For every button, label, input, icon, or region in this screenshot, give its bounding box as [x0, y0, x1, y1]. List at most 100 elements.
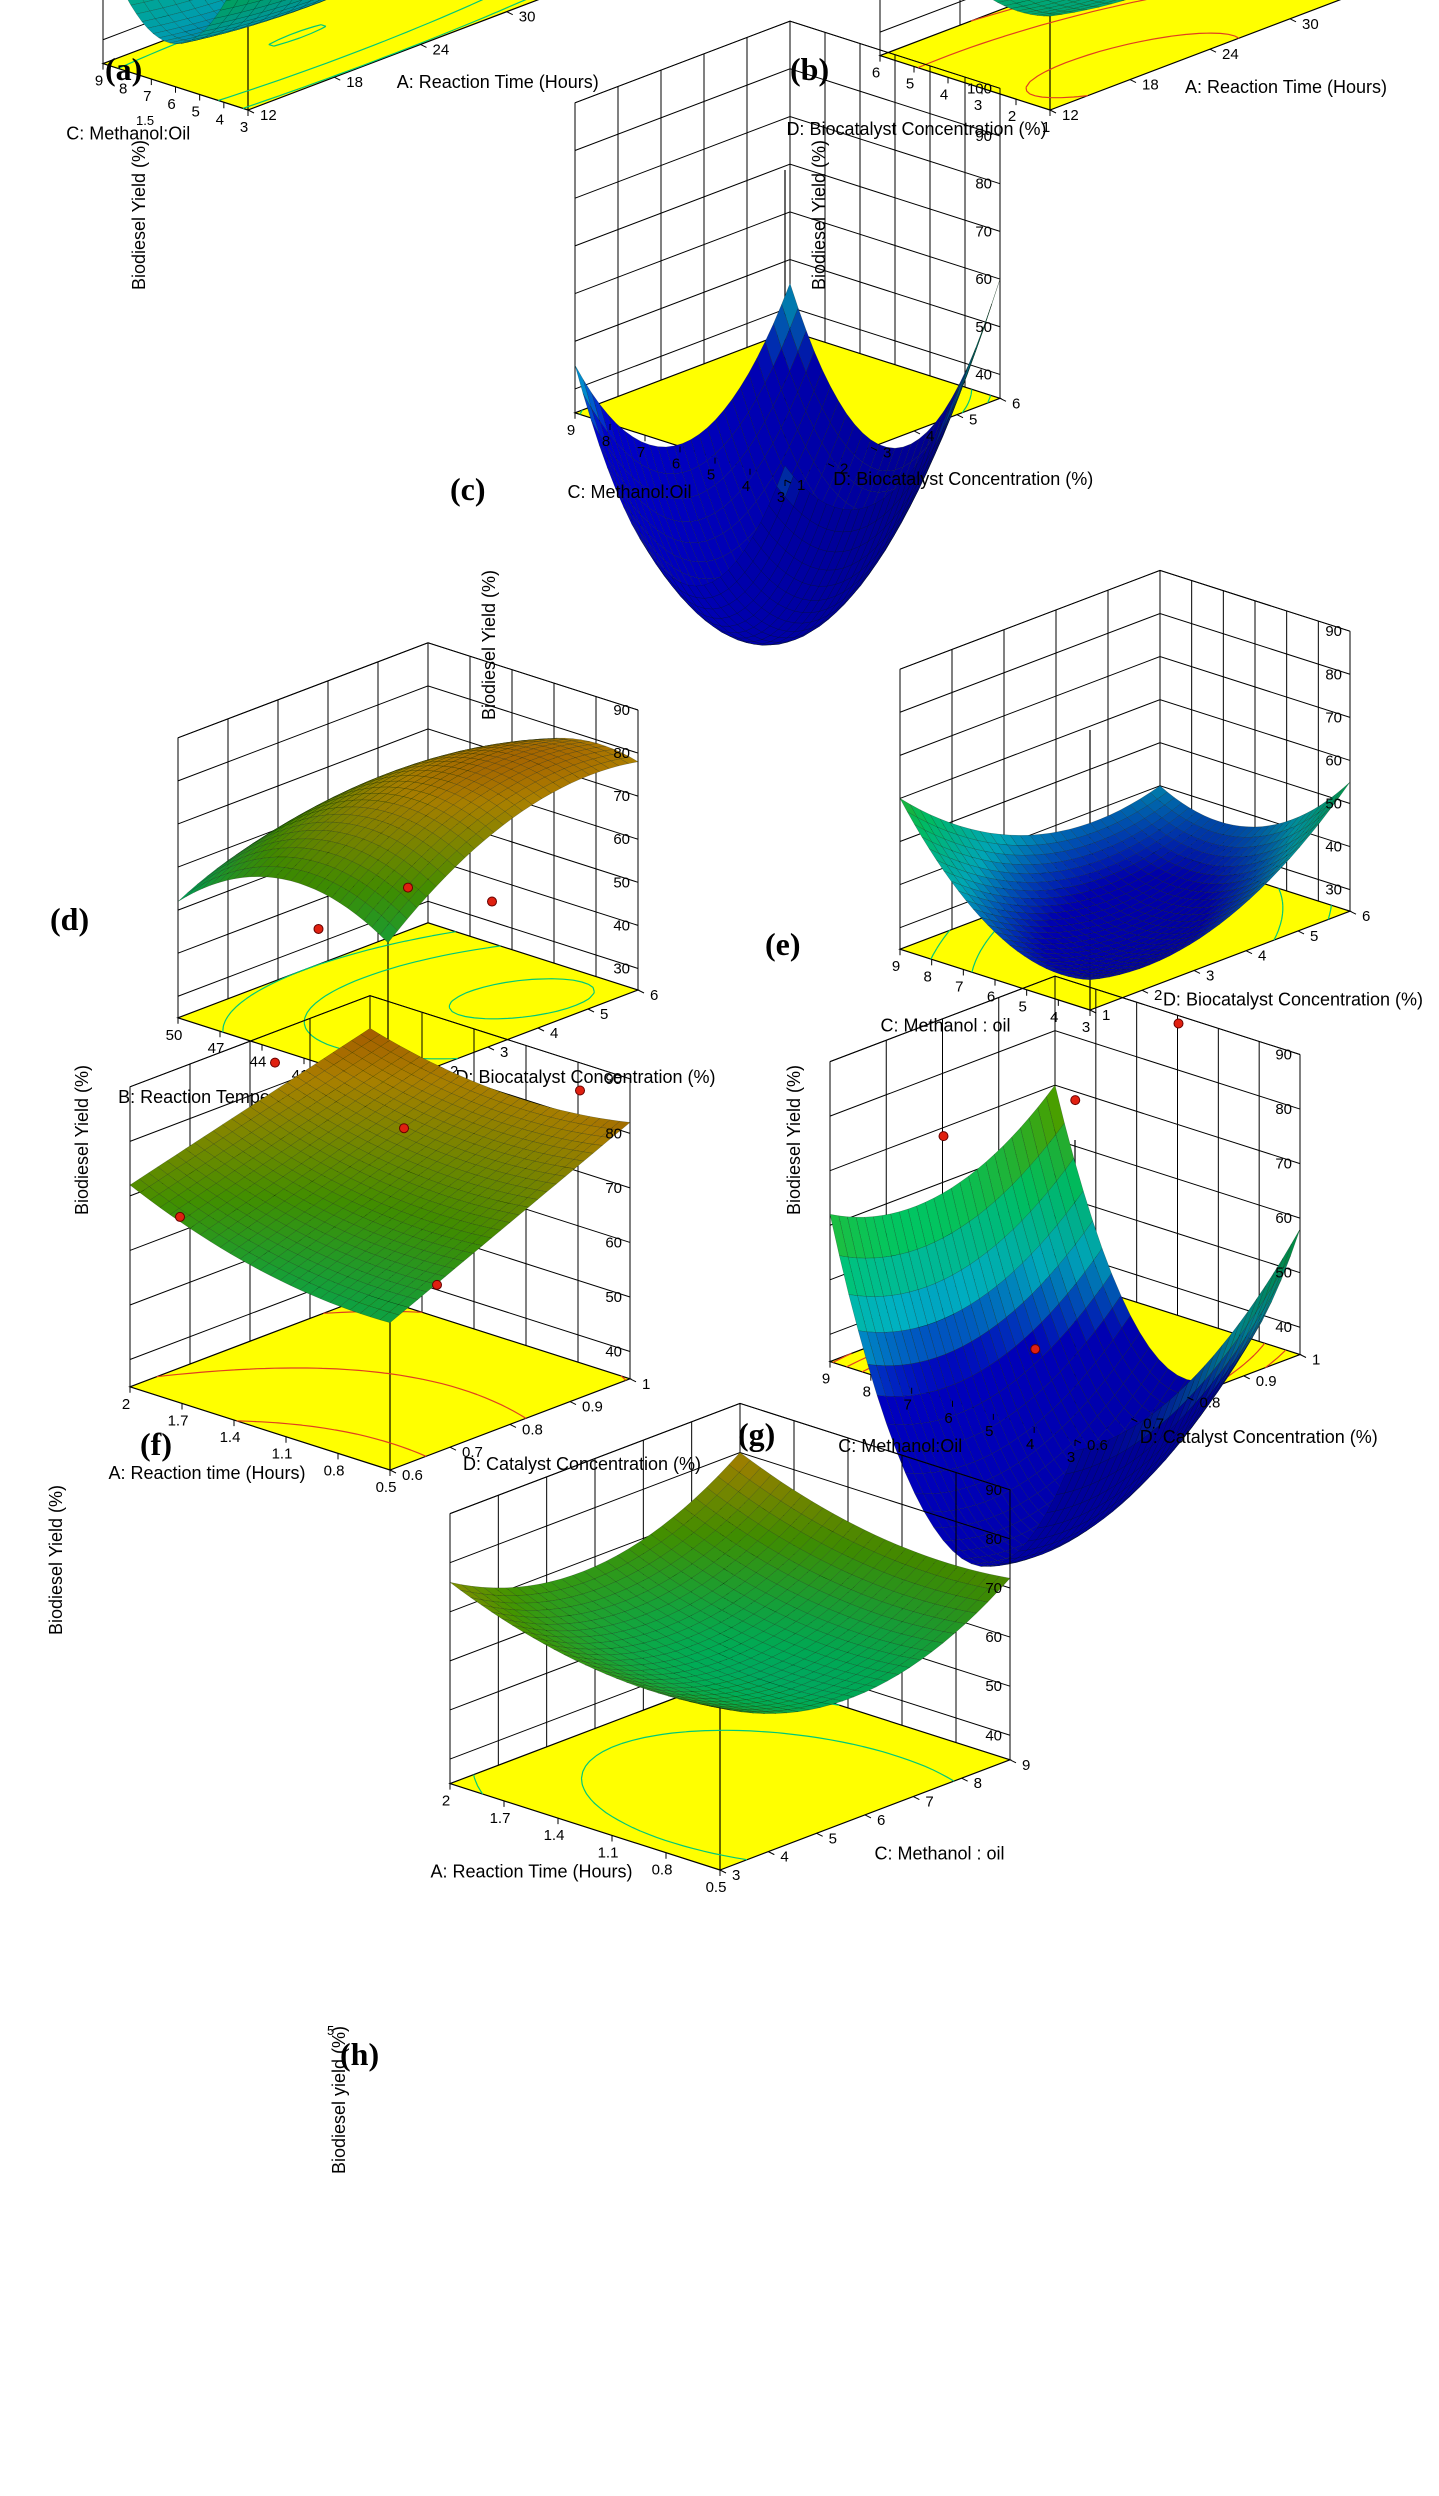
x-tick-label: 2: [1008, 108, 1016, 125]
x-tick-label: 7: [143, 88, 151, 105]
y-axis-label: D: Biocatalyst Concentration (%): [455, 1067, 715, 1087]
y-tick-label: 6: [1012, 395, 1020, 412]
response-surface: [127, 0, 327, 45]
z-tick-label: 40: [975, 366, 992, 383]
x-tick-label: 6: [872, 65, 880, 82]
y-tick-label: 24: [1222, 46, 1239, 63]
y-tick-mark: [1129, 79, 1137, 84]
panel-letter: (d): [50, 901, 89, 937]
x-tick-label: 6: [672, 455, 680, 472]
y-tick-mark: [956, 414, 964, 419]
y-tick-label: 3: [500, 1044, 508, 1061]
y-tick-label: 0.8: [522, 1421, 543, 1438]
x-tick-label: 44: [250, 1054, 267, 1071]
wall-gridline: [177, 642, 639, 739]
z-tick-label: 90: [1325, 623, 1342, 640]
z-tick-label: 90: [975, 128, 992, 145]
y-tick-mark: [999, 397, 1007, 402]
z-tick-label: 50: [605, 1289, 622, 1306]
z-tick-label: 60: [975, 271, 992, 288]
wall-gridline: [574, 211, 1001, 295]
surface-patch: [309, 0, 314, 2]
z-tick-label: 60: [613, 831, 630, 848]
panel-letter: (c): [450, 471, 486, 507]
y-tick-mark: [334, 76, 341, 81]
z-tick-label: 50: [1325, 796, 1342, 813]
surface-patch: [219, 0, 239, 11]
z-axis-label: Biodiesel Yield (%): [479, 570, 499, 720]
z-tick-label: 80: [1325, 666, 1342, 683]
x-axis-label: A: Reaction time (Hours): [108, 1463, 305, 1483]
z-tick-label: 70: [1325, 709, 1342, 726]
design-point: [399, 1123, 409, 1134]
z-tick-label: 80: [975, 176, 992, 193]
y-tick-label: 12: [1062, 107, 1079, 124]
floor-plane: [878, 0, 1342, 111]
x-tick-label: 1: [1042, 119, 1050, 136]
z-tick-label: 70: [613, 788, 630, 805]
design-point: [270, 1057, 280, 1068]
z-axis-label: Biodiesel Yield (%): [809, 140, 829, 290]
z-tick-label: 60: [1325, 752, 1342, 769]
x-tick-label: 1.4: [220, 1429, 241, 1446]
z-tick-label: 80: [605, 1125, 622, 1142]
y-tick-label: 0.9: [582, 1399, 603, 1416]
x-axis-label: C: Methanol:Oil: [66, 123, 190, 143]
contour-line: [917, 0, 1147, 69]
panel-letter: (f): [140, 1426, 172, 1462]
x-tick-label: 47: [208, 1040, 225, 1057]
x-tick-label: 7: [955, 978, 963, 995]
y-tick-label: 24: [433, 41, 450, 58]
y-tick-label: 6: [1362, 908, 1370, 925]
y-tick-label: 5: [1310, 928, 1318, 945]
z-tick-label: 30: [613, 960, 630, 977]
y-tick-mark: [913, 430, 921, 435]
surface-patch: [1043, 13, 1063, 17]
panel-letter: (e): [765, 926, 801, 962]
y-axis-label: D: Biocatalyst Concentration (%): [833, 469, 1093, 489]
x-tick-label: 2: [122, 1396, 130, 1413]
y-axis-label: D: Biocatalyst Concentration (%): [1163, 990, 1423, 1010]
z-axis-label: Biodiesel Yield (%): [784, 1065, 804, 1215]
x-axis-label: C: Methanol : oil: [880, 1016, 1010, 1036]
y-tick-mark: [1049, 109, 1057, 114]
y-tick-label: 1: [1102, 1007, 1110, 1024]
design-point: [432, 1279, 442, 1290]
x-tick-label: 5: [906, 75, 914, 92]
contour-line: [1025, 32, 1240, 99]
response-surface: [992, 0, 1127, 17]
x-tick-label: 0.8: [324, 1462, 345, 1479]
panel-letter: (b): [790, 51, 829, 87]
z-tick-label: 70: [975, 223, 992, 240]
response-surface: [177, 737, 639, 944]
x-tick-label: 8: [923, 968, 931, 985]
x-tick-label: 3: [974, 97, 982, 114]
panel-letter: (a): [105, 51, 142, 87]
z-tick-label: 80: [613, 745, 630, 762]
y-axis-label: A: Reaction Time (Hours): [1185, 77, 1387, 97]
x-tick-label: 8: [602, 433, 610, 450]
z-tick-label: 40: [605, 1344, 622, 1361]
y-tick-mark: [870, 446, 878, 451]
x-tick-label: 9: [95, 73, 103, 90]
y-tick-label: 12: [260, 107, 277, 124]
z-tick-label: 90: [605, 1071, 622, 1088]
floor-contours: [117, 0, 527, 109]
contour-line: [448, 978, 595, 1020]
y-tick-label: 2: [1154, 987, 1162, 1004]
x-tick-label: 3: [777, 489, 785, 506]
y-tick-label: 3: [883, 444, 891, 461]
y-tick-label: 2: [840, 461, 848, 478]
y-tick-label: 1: [797, 477, 805, 494]
wall-gridline: [177, 685, 639, 782]
wall-gridline: [574, 163, 1001, 247]
z-tick-label: 40: [613, 917, 630, 934]
y-tick-label: 30: [519, 9, 536, 26]
z-tick-label: 50: [975, 319, 992, 336]
surface-patch: [317, 0, 322, 2]
y-tick-label: 1: [642, 1376, 650, 1393]
contour-line: [268, 24, 327, 47]
x-tick-label: 4: [940, 86, 948, 103]
